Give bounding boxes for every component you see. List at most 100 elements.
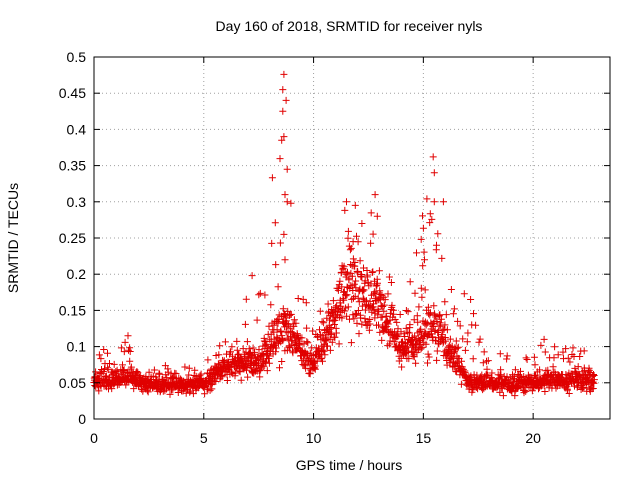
data-points [90,70,598,400]
data-point [343,291,351,299]
data-point [442,337,450,345]
data-point [541,348,549,356]
data-point [273,326,281,334]
data-point [286,311,293,319]
data-point [433,318,441,326]
data-point [367,280,375,288]
axes: 0 0.05 0.1 0.15 0.2 0.25 0.3 0.35 0.4 0.45 0.5 0 5 10… [59,49,610,446]
data-point [166,390,174,398]
data-point [386,337,394,345]
data-point [353,319,361,327]
data-point [352,284,360,292]
y-tick-label: 0.1 [67,339,87,355]
data-point [434,230,442,238]
data-point-peak [281,256,289,264]
y-tick-label: 0.4 [67,121,87,137]
data-point [412,359,420,367]
data-point [98,369,106,377]
data-point [520,386,528,394]
data-point [290,316,298,324]
data-point [551,343,559,351]
y-tick-label: 0.3 [67,194,87,210]
data-point-peak [421,256,428,264]
data-point [370,306,378,314]
data-point [381,296,389,304]
data-point [517,367,524,375]
data-point [499,392,507,400]
data-point [404,308,412,316]
data-point [326,346,334,354]
data-point [182,389,190,397]
data-point [216,342,224,350]
data-point [299,295,307,303]
data-point [231,369,239,377]
data-point [155,369,163,377]
x-tick-label: 5 [200,430,208,446]
data-point [145,368,153,376]
data-point [497,371,505,379]
data-point [206,386,214,394]
data-point [204,356,212,364]
data-point [566,358,574,366]
data-point [476,335,484,343]
data-point-peak [430,198,438,206]
data-point [484,371,492,379]
data-point [380,307,388,315]
data-point [411,332,419,340]
data-point [283,320,291,328]
data-point [355,330,363,338]
data-point [437,315,445,323]
data-point [454,343,462,351]
data-point [424,350,432,358]
data-point [530,353,538,361]
data-point [272,348,280,356]
data-point [347,339,355,347]
data-point [126,348,134,355]
data-point [396,311,404,318]
data-point [298,334,306,342]
y-tick-label: 0.5 [67,49,87,65]
data-point [408,337,416,345]
data-point [332,329,340,337]
data-point [174,389,182,396]
data-point [276,155,284,163]
data-point [117,344,125,352]
data-point [322,336,330,344]
data-point [428,215,436,223]
data-point-peak [248,272,256,280]
data-point-peak [371,191,379,199]
data-point [569,344,577,352]
data-point-peak [124,332,132,340]
data-point [265,352,273,360]
data-point [433,356,441,364]
data-point [251,350,259,358]
data-point [508,388,516,396]
data-point [316,326,323,334]
data-point [447,286,455,293]
data-point [284,321,292,329]
data-point-peak [373,212,381,220]
data-point [532,371,539,379]
data-point [340,296,348,304]
data-point [379,303,387,310]
data-point [279,337,287,345]
data-point [418,293,426,301]
data-point [522,387,530,395]
data-point [106,360,113,367]
data-point [432,313,440,321]
data-point-peak [349,238,357,246]
data-point [292,319,300,327]
data-point-peak [283,198,291,206]
data-point [276,239,284,247]
data-point [368,269,376,276]
data-point [294,295,302,302]
data-point [95,351,103,359]
data-point [303,324,311,332]
data-point-peak [280,230,288,238]
data-point [120,348,128,356]
data-point [414,318,422,326]
data-point [329,297,337,305]
data-point [365,304,373,312]
data-point [424,303,432,311]
data-point [241,320,249,328]
